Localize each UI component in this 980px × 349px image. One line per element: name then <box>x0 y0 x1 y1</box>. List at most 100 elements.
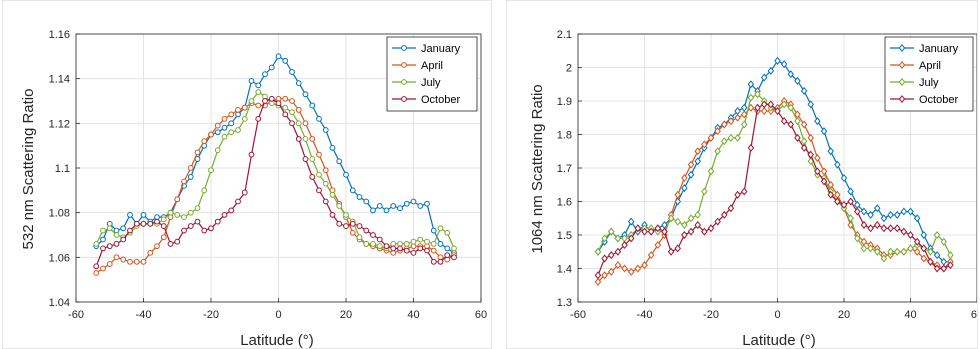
data-point <box>780 100 788 109</box>
data-point <box>120 256 127 263</box>
data-point <box>140 212 147 218</box>
data-point <box>707 133 715 142</box>
data-point <box>140 220 147 227</box>
data-point <box>614 234 622 243</box>
data-point <box>255 115 262 122</box>
data-point <box>437 225 444 232</box>
data-point <box>594 277 602 286</box>
data-point <box>430 227 437 234</box>
plot-area-1064: -60 -40 -20 0 20 40 60 1.3 1.4 1.5 1.6 1.7 1.8 1.9 2 2.… <box>557 29 977 321</box>
data-point <box>417 236 424 243</box>
data-point <box>93 263 100 270</box>
legend-label-october: October <box>421 94 460 106</box>
data-point <box>127 227 133 234</box>
data-point <box>913 247 921 256</box>
legend-marker <box>401 45 407 51</box>
data-point <box>787 70 795 79</box>
x-tick-label: 40 <box>904 309 916 321</box>
data-point <box>780 60 788 69</box>
data-point <box>800 86 808 95</box>
data-point <box>874 247 881 256</box>
data-point <box>430 247 437 254</box>
data-point <box>268 64 275 71</box>
x-tick-label: -40 <box>637 309 653 321</box>
data-point <box>760 100 768 109</box>
data-point <box>187 223 194 229</box>
x-tick-label: -20 <box>203 309 219 321</box>
data-point <box>787 120 795 129</box>
data-point <box>106 261 113 267</box>
data-point <box>794 76 801 85</box>
data-point <box>322 167 329 174</box>
data-point <box>834 160 841 169</box>
data-point <box>228 120 235 127</box>
data-point <box>289 69 295 75</box>
data-point <box>201 187 208 194</box>
data-point <box>295 120 302 127</box>
data-point <box>887 224 894 233</box>
data-point <box>100 227 106 234</box>
data-point <box>140 258 147 265</box>
chart-1064nm: 1064 nm Scattering Ratio Latitude (°) -6… <box>529 29 977 348</box>
y-tick-label: 1.5 <box>557 230 572 242</box>
data-point <box>295 136 302 142</box>
data-point <box>647 227 655 236</box>
data-point <box>336 158 343 165</box>
data-point <box>289 109 295 116</box>
data-point <box>867 210 874 219</box>
data-point <box>721 120 728 129</box>
data-point <box>343 212 349 218</box>
data-point <box>641 227 648 236</box>
data-point <box>376 243 383 250</box>
data-point <box>187 209 194 216</box>
data-point <box>774 56 781 65</box>
data-point <box>154 218 160 225</box>
data-point <box>880 214 888 223</box>
legend-label-january: January <box>919 43 959 55</box>
data-point <box>681 174 688 183</box>
data-point <box>417 245 424 252</box>
chart-panel-532nm: 532 nm Scattering Ratio Latitude (°) -60… <box>2 0 492 349</box>
data-point <box>734 190 741 199</box>
data-point <box>241 104 248 111</box>
data-point <box>940 237 947 246</box>
legend-label-july: July <box>421 77 441 89</box>
data-point <box>174 238 181 245</box>
data-point <box>767 66 775 75</box>
data-point <box>289 98 295 104</box>
data-point <box>913 214 921 223</box>
data-point <box>154 243 160 250</box>
data-point <box>282 95 289 102</box>
data-point <box>390 203 397 209</box>
data-point <box>820 177 828 186</box>
data-point <box>820 127 828 136</box>
data-point <box>641 261 648 270</box>
data-point <box>424 247 430 254</box>
data-point <box>794 117 801 126</box>
data-point <box>634 264 642 273</box>
x-tick-label: -60 <box>68 309 84 321</box>
x-tick-label: 60 <box>475 309 487 321</box>
data-point <box>147 220 154 227</box>
y-tick-label: 1.6 <box>557 197 572 209</box>
data-point <box>160 216 167 223</box>
data-point <box>907 207 914 216</box>
x-tick-label: -40 <box>136 309 152 321</box>
data-point <box>214 147 221 154</box>
data-point <box>322 180 329 187</box>
data-point <box>721 137 728 146</box>
data-point <box>221 212 228 218</box>
data-point <box>874 204 881 213</box>
y-tick-label: 1.8 <box>557 130 572 142</box>
data-point <box>654 224 662 233</box>
data-point <box>397 205 403 212</box>
data-point <box>248 151 255 158</box>
data-point <box>106 225 113 232</box>
data-point <box>627 267 635 276</box>
data-point <box>687 160 695 169</box>
data-point <box>594 271 602 280</box>
data-point <box>741 120 748 129</box>
y-tick-label: 1.04 <box>49 297 70 309</box>
data-point <box>113 254 120 261</box>
data-point <box>927 247 934 256</box>
